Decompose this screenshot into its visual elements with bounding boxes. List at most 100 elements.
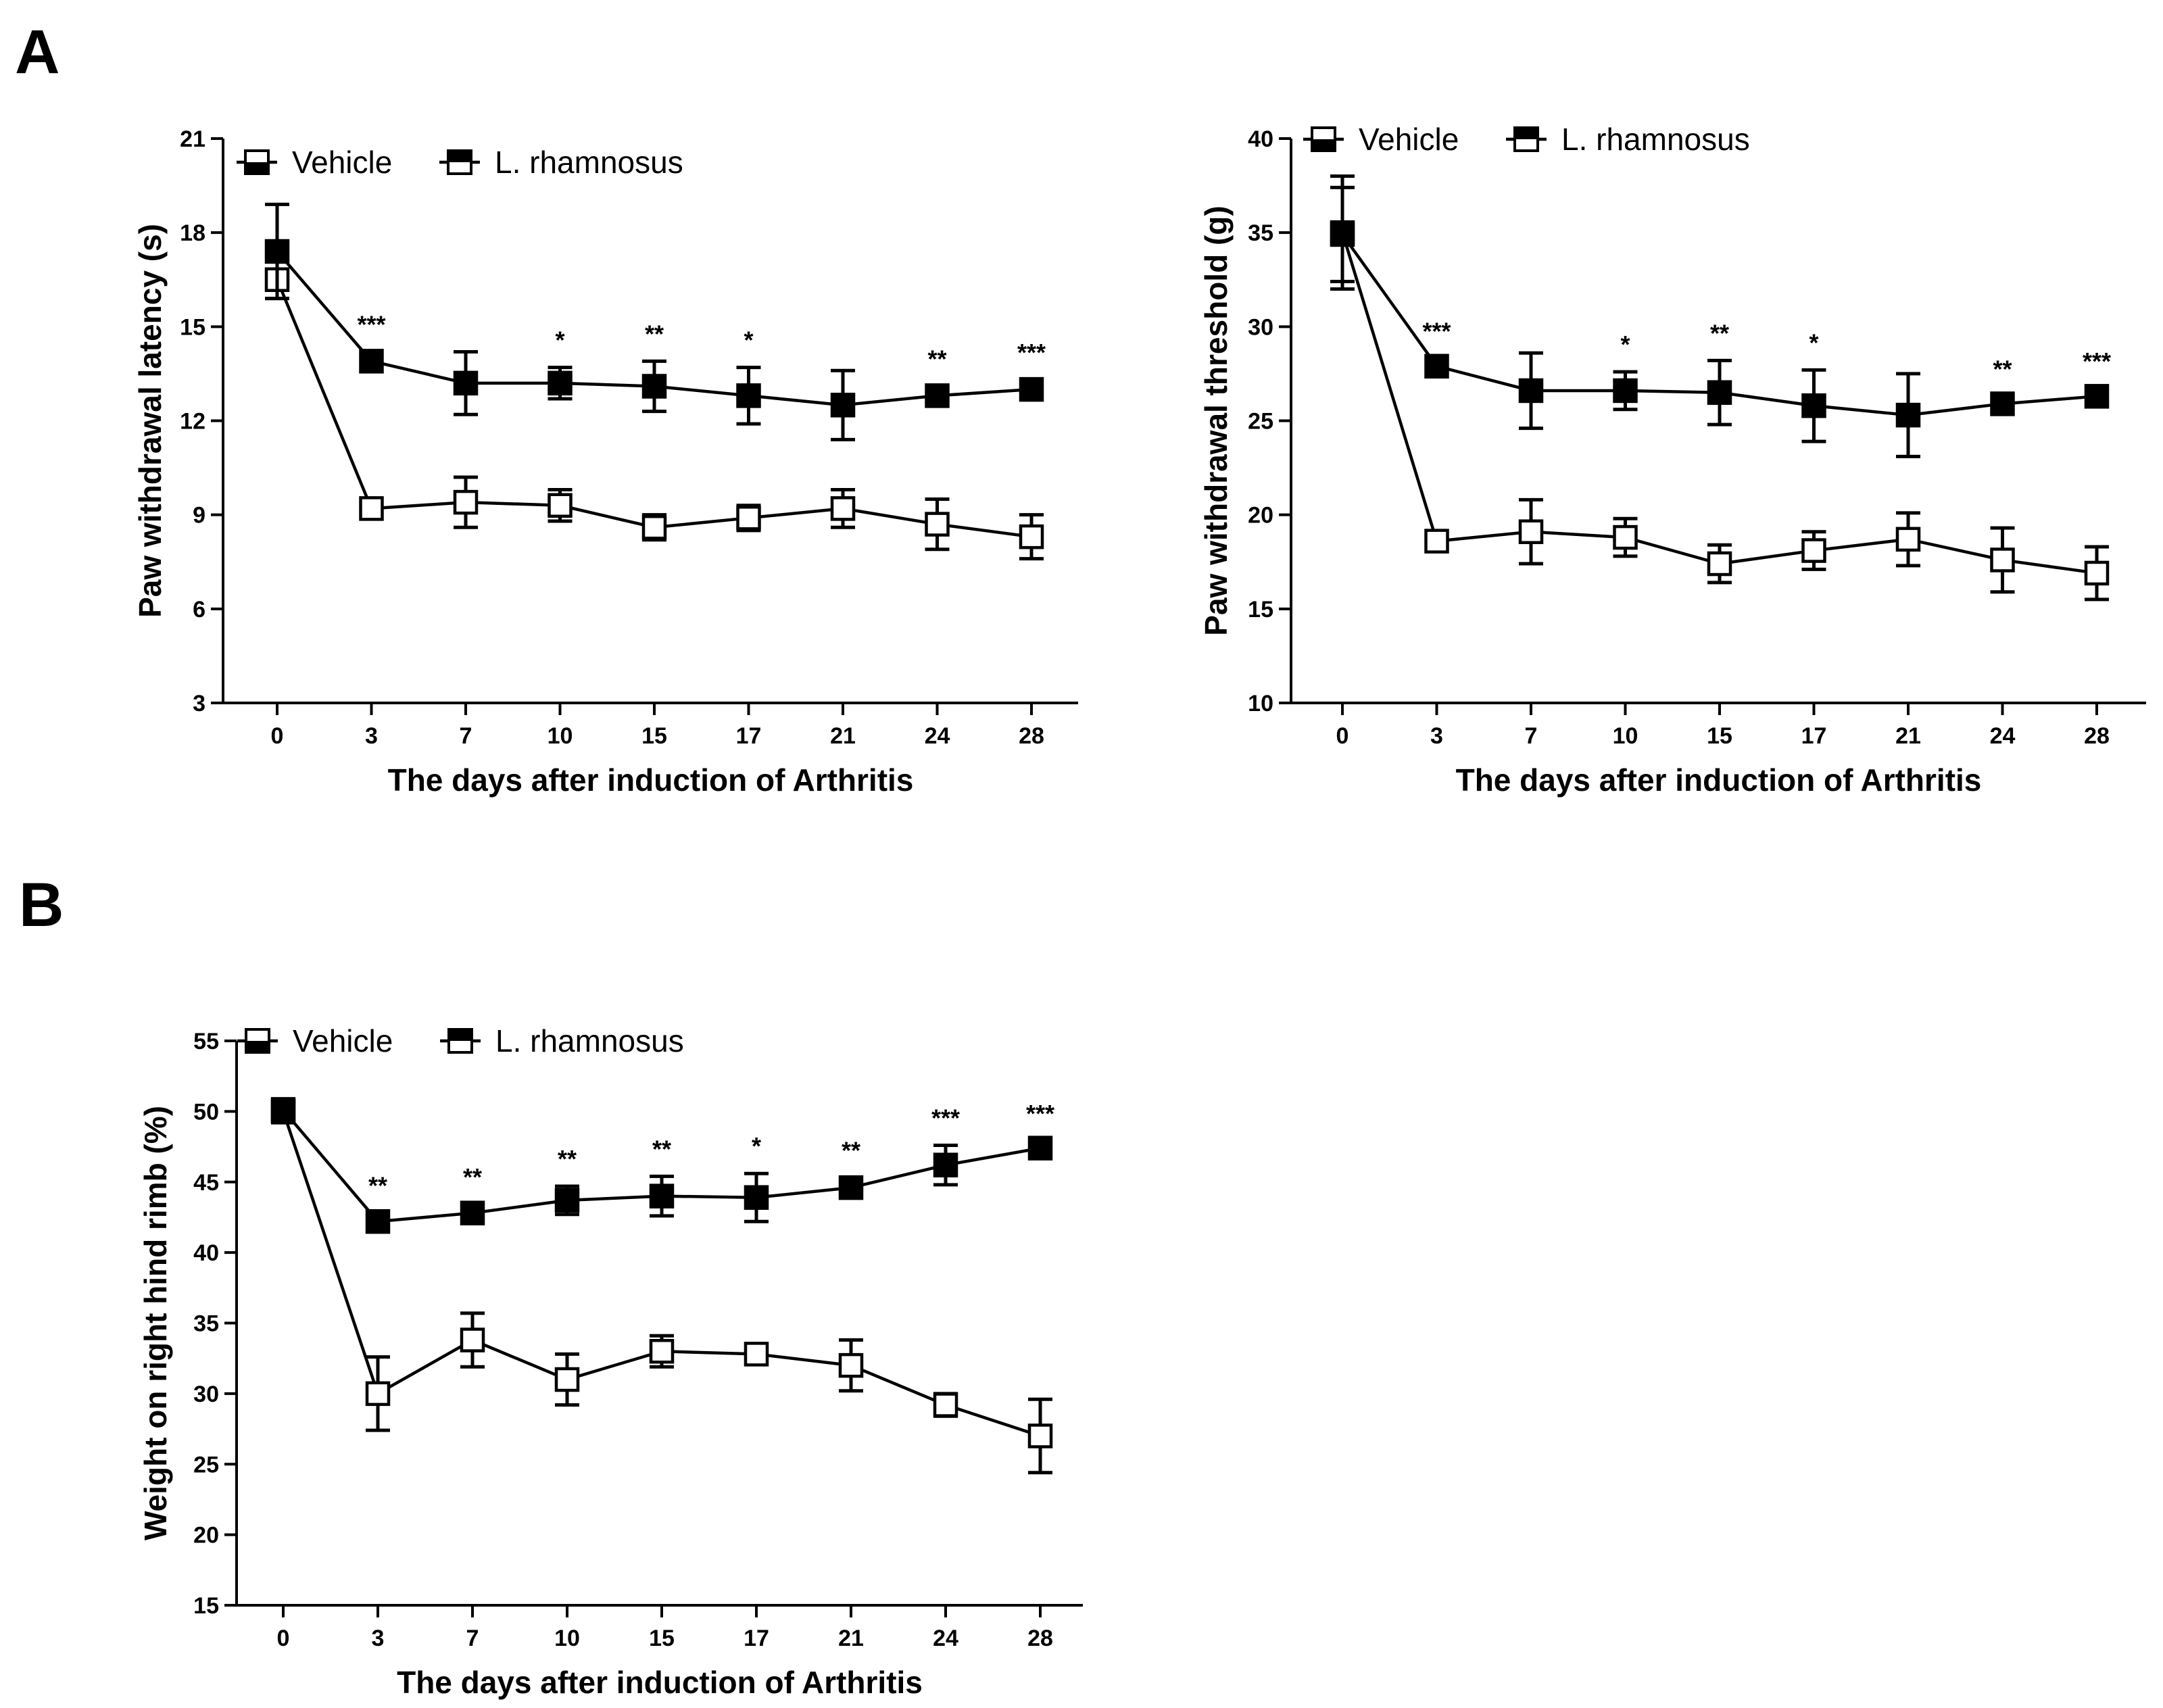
legend-marker-fill [449, 1029, 472, 1041]
y-tick-label: 25 [193, 1452, 219, 1478]
y-tick-label: 40 [1248, 126, 1273, 152]
x-axis-label: The days after induction of Arthritis [388, 762, 914, 798]
x-tick-label: 24 [933, 1626, 958, 1651]
data-point [264, 239, 290, 264]
significance-mark: *** [1026, 1100, 1054, 1127]
chart-paw-withdrawal-threshold: 10 15 20 25 30 35 40 0 3 7 10 15 17 21 24 28 The days af… [1198, 122, 2146, 798]
data-point [2084, 560, 2110, 586]
significance-mark: * [1809, 328, 1818, 356]
x-tick-label: 24 [925, 723, 950, 749]
significance-mark: * [744, 326, 753, 354]
x-tick-label: 28 [1019, 723, 1044, 749]
data-point [933, 1392, 958, 1417]
data-point [1518, 519, 1544, 544]
data-point [554, 1367, 580, 1392]
data-point [548, 493, 573, 518]
panel-label-a: A [15, 18, 59, 87]
y-tick-label: 18 [180, 220, 205, 246]
data-point [1990, 391, 2015, 416]
panel-label-b: B [19, 871, 64, 940]
x-tick-label: 10 [1613, 723, 1638, 749]
x-tick-label: 28 [2084, 723, 2110, 749]
x-tick-label: 21 [1895, 723, 1921, 749]
data-point [365, 1209, 391, 1234]
significance-mark: *** [931, 1104, 960, 1131]
significance-mark: *** [357, 310, 385, 338]
x-tick-label: 15 [1707, 723, 1732, 749]
x-tick-label: 17 [744, 1626, 769, 1651]
significance-mark: ** [1710, 319, 1729, 347]
data-point [1801, 393, 1826, 418]
data-point [1027, 1136, 1053, 1161]
data-point [1027, 1423, 1053, 1448]
y-tick-label: 12 [180, 409, 205, 435]
data-point [365, 1381, 391, 1407]
y-tick-label: 10 [1248, 691, 1273, 716]
y-tick-label: 55 [193, 1029, 219, 1054]
significance-mark: *** [2083, 347, 2111, 375]
data-point [453, 489, 479, 515]
data-point [1990, 547, 2015, 572]
significance-mark: ** [368, 1172, 387, 1200]
y-tick-label: 3 [193, 691, 205, 716]
significance-mark: * [752, 1132, 761, 1160]
y-tick-label: 30 [1248, 314, 1273, 340]
y-tick-label: 6 [193, 597, 205, 623]
data-point [830, 393, 856, 418]
data-point [649, 1184, 675, 1209]
significance-mark: ** [645, 320, 664, 347]
significance-mark: ** [927, 345, 946, 372]
y-tick-label: 9 [193, 503, 205, 529]
data-point [1518, 378, 1544, 404]
significance-mark: ** [463, 1163, 482, 1191]
x-tick-label: 10 [554, 1626, 580, 1651]
data-point [548, 370, 573, 396]
y-tick-label: 45 [193, 1170, 219, 1196]
data-point [744, 1342, 769, 1367]
x-tick-label: 0 [277, 1626, 290, 1651]
legend-marker-fill [1515, 128, 1538, 139]
x-tick-label: 7 [466, 1626, 479, 1651]
x-tick-label: 10 [548, 723, 573, 749]
data-point [460, 1327, 485, 1352]
data-point [554, 1188, 580, 1213]
y-tick-label: 25 [1248, 409, 1273, 435]
chart-paw-withdrawal-latency: 3 6 9 12 15 18 21 0 3 7 10 15 17 21 24 28 The days after… [132, 126, 1078, 798]
x-axis-label: The days after induction of Arthritis [397, 1665, 923, 1700]
data-point [838, 1352, 864, 1378]
data-point [1613, 378, 1638, 404]
data-point [933, 1152, 958, 1177]
y-tick-label: 15 [193, 1593, 219, 1619]
y-tick-label: 35 [193, 1311, 219, 1337]
legend-label: L. rhamnosus [495, 1023, 684, 1058]
data-point [641, 374, 667, 399]
x-tick-label: 28 [1027, 1626, 1053, 1651]
y-axis-label: Paw withdrawal threshold (g) [1198, 205, 1234, 635]
x-tick-label: 0 [1336, 723, 1349, 749]
x-tick-label: 21 [830, 723, 856, 749]
data-point [1707, 551, 1732, 577]
legend-marker-fill [448, 151, 471, 162]
y-tick-label: 15 [180, 314, 205, 340]
data-point [1801, 538, 1826, 563]
significance-mark: ** [842, 1136, 860, 1164]
y-tick-label: 15 [1248, 597, 1273, 623]
y-tick-label: 21 [180, 126, 205, 152]
x-tick-label: 24 [1990, 723, 2016, 749]
data-point [2084, 384, 2110, 409]
significance-mark: *** [1422, 318, 1451, 345]
x-tick-label: 7 [1525, 723, 1538, 749]
data-point [1613, 524, 1638, 550]
data-point [736, 383, 761, 408]
x-tick-label: 7 [460, 723, 472, 749]
y-axis-label: Weight on right hind rimb (%) [138, 1106, 173, 1540]
legend-marker-fill [1312, 139, 1335, 151]
legend-marker-fill [246, 1041, 269, 1052]
y-tick-label: 30 [193, 1382, 219, 1407]
legend-label: L. rhamnosus [1561, 122, 1750, 157]
data-point [744, 1185, 769, 1210]
legend-marker-fill [245, 162, 268, 174]
data-point [1707, 380, 1732, 405]
data-point [641, 514, 667, 540]
significance-mark: * [1620, 331, 1630, 358]
